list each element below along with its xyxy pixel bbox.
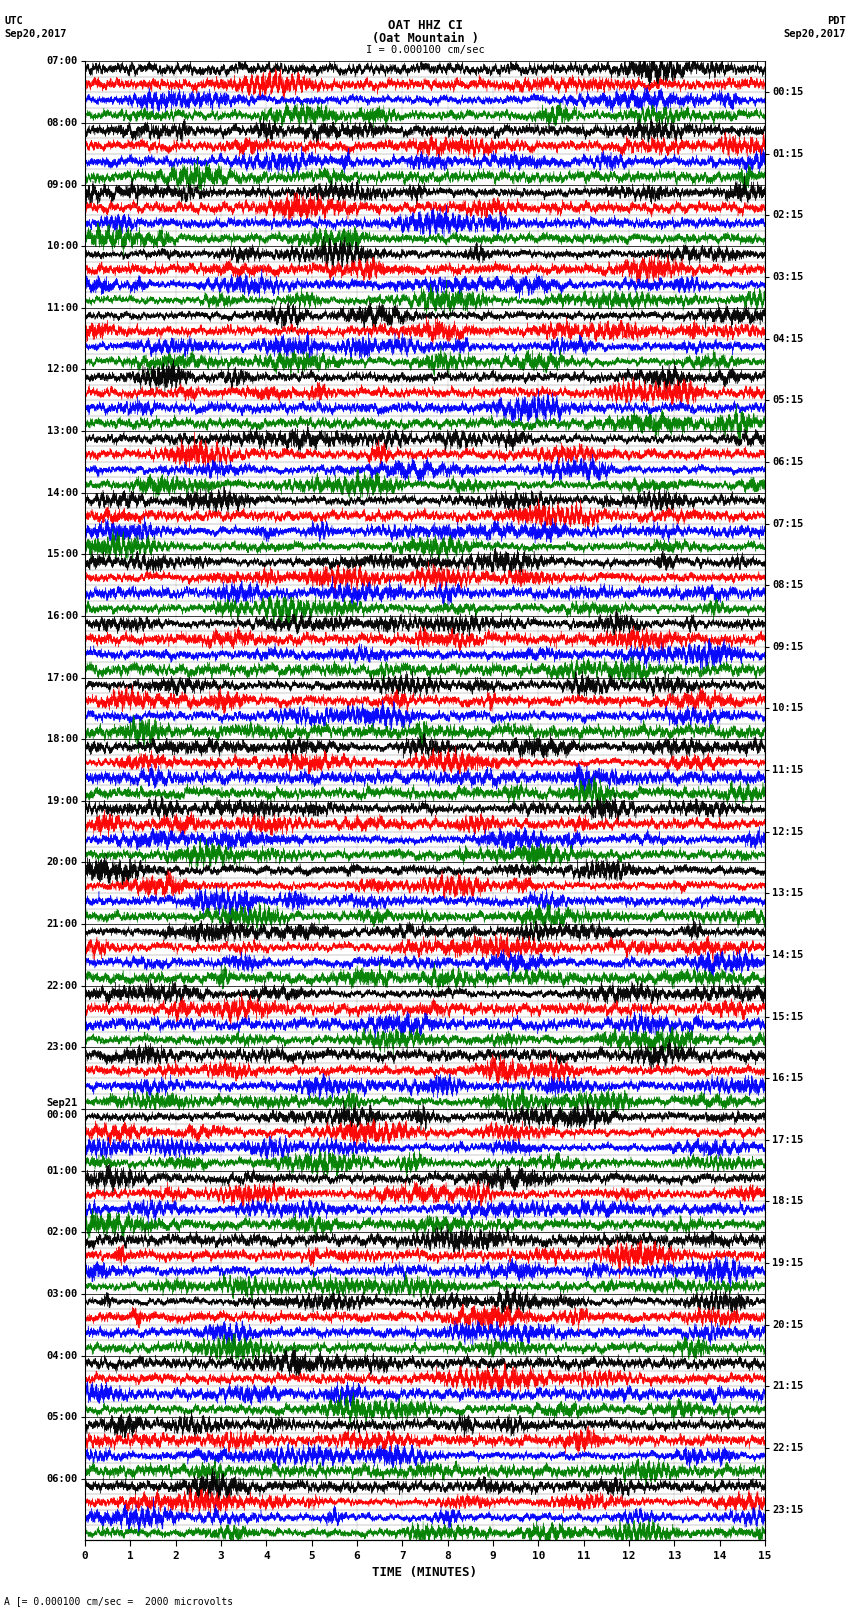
Text: (Oat Mountain ): (Oat Mountain ) xyxy=(371,32,479,45)
Text: A [= 0.000100 cm/sec =  2000 microvolts: A [= 0.000100 cm/sec = 2000 microvolts xyxy=(4,1597,234,1607)
Text: OAT HHZ CI: OAT HHZ CI xyxy=(388,19,462,32)
Text: Sep20,2017: Sep20,2017 xyxy=(4,29,67,39)
Text: PDT: PDT xyxy=(827,16,846,26)
Text: UTC: UTC xyxy=(4,16,23,26)
Text: Sep20,2017: Sep20,2017 xyxy=(783,29,846,39)
Text: I = 0.000100 cm/sec: I = 0.000100 cm/sec xyxy=(366,45,484,55)
X-axis label: TIME (MINUTES): TIME (MINUTES) xyxy=(372,1566,478,1579)
